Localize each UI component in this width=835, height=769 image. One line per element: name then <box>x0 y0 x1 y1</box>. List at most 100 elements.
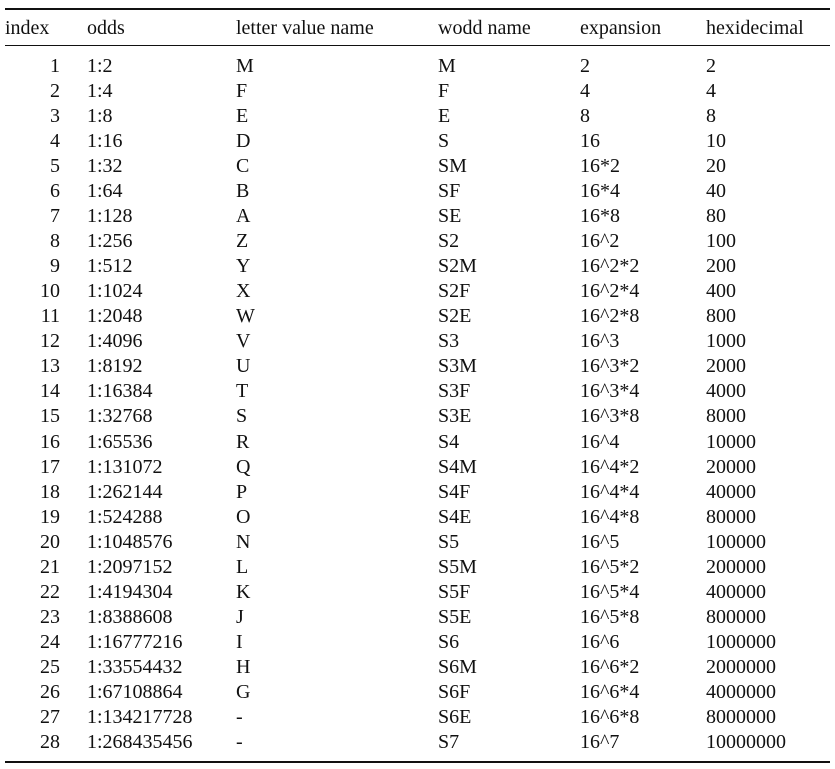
cell-odds: 1:67108864 <box>87 681 183 704</box>
table-row: 6 1:64 B SF 16*4 40 <box>0 179 835 204</box>
cell-letter-value-name: X <box>236 280 251 303</box>
cell-letter-value-name: H <box>236 656 251 679</box>
cell-hexidecimal: 20 <box>706 154 726 177</box>
cell-expansion: 8 <box>580 104 590 127</box>
cell-hexidecimal: 200 <box>706 255 736 278</box>
cell-odds: 1:134217728 <box>87 706 193 729</box>
cell-odds: 1:16384 <box>87 380 153 403</box>
cell-odds: 1:8192 <box>87 355 143 378</box>
cell-index: 3 <box>50 104 60 127</box>
header-expansion: expansion <box>580 17 662 39</box>
cell-wodd-name: S4M <box>438 455 477 478</box>
cell-letter-value-name: L <box>236 555 249 578</box>
cell-index: 8 <box>50 229 60 252</box>
cell-wodd-name: S <box>438 129 450 152</box>
cell-expansion: 16^2*2 <box>580 255 640 278</box>
cell-odds: 1:524288 <box>87 505 163 528</box>
cell-wodd-name: SM <box>438 154 467 177</box>
cell-wodd-name: S6F <box>438 681 471 704</box>
cell-letter-value-name: G <box>236 681 251 704</box>
cell-hexidecimal: 80000 <box>706 505 756 528</box>
cell-hexidecimal: 400 <box>706 280 736 303</box>
cell-wodd-name: S5 <box>438 530 460 553</box>
cell-odds: 1:268435456 <box>87 731 193 754</box>
cell-wodd-name: S5E <box>438 606 472 629</box>
table-row: 13 1:8192 U S3M 16^3*2 2000 <box>0 354 835 379</box>
table-row: 27 1:134217728 - S6E 16^6*8 8000000 <box>0 705 835 730</box>
cell-expansion: 16*8 <box>580 204 620 227</box>
table-row: 5 1:32 C SM 16*2 20 <box>0 154 835 179</box>
table-row: 21 1:2097152 L S5M 16^5*2 200000 <box>0 555 835 580</box>
cell-odds: 1:65536 <box>87 430 153 453</box>
header-index: index <box>5 17 50 39</box>
cell-odds: 1:2048 <box>87 305 143 328</box>
cell-index: 1 <box>50 54 60 77</box>
cell-letter-value-name: F <box>236 79 248 102</box>
cell-wodd-name: S2 <box>438 229 460 252</box>
cell-expansion: 16^6 <box>580 631 620 654</box>
cell-letter-value-name: P <box>236 480 248 503</box>
cell-wodd-name: S2M <box>438 255 477 278</box>
cell-hexidecimal: 2000000 <box>706 656 776 679</box>
table-row: 7 1:128 A SE 16*8 80 <box>0 204 835 229</box>
cell-letter-value-name: V <box>236 330 251 353</box>
cell-odds: 1:33554432 <box>87 656 183 679</box>
cell-index: 13 <box>40 355 60 378</box>
cell-wodd-name: S2F <box>438 280 471 303</box>
cell-expansion: 16^5*8 <box>580 606 640 629</box>
cell-odds: 1:16777216 <box>87 631 183 654</box>
cell-index: 22 <box>40 580 60 603</box>
header-odds: odds <box>87 17 125 39</box>
cell-index: 10 <box>40 280 60 303</box>
cell-expansion: 16^3 <box>580 330 620 353</box>
cell-odds: 1:512 <box>87 255 133 278</box>
cell-odds: 1:128 <box>87 204 133 227</box>
cell-index: 14 <box>40 380 60 403</box>
cell-wodd-name: S4E <box>438 505 472 528</box>
cell-expansion: 16^3*2 <box>580 355 640 378</box>
cell-expansion: 16^6*4 <box>580 681 640 704</box>
cell-odds: 1:2097152 <box>87 555 173 578</box>
cell-letter-value-name: T <box>236 380 249 403</box>
cell-index: 21 <box>40 555 60 578</box>
cell-wodd-name: S4 <box>438 430 460 453</box>
cell-index: 7 <box>50 204 60 227</box>
cell-letter-value-name: - <box>236 731 243 754</box>
cell-wodd-name: S4F <box>438 480 471 503</box>
cell-hexidecimal: 200000 <box>706 555 766 578</box>
cell-odds: 1:1024 <box>87 280 143 303</box>
cell-odds: 1:262144 <box>87 480 163 503</box>
cell-hexidecimal: 800 <box>706 305 736 328</box>
cell-index: 5 <box>50 154 60 177</box>
cell-letter-value-name: U <box>236 355 251 378</box>
cell-odds: 1:4096 <box>87 330 143 353</box>
table-row: 19 1:524288 O S4E 16^4*8 80000 <box>0 505 835 530</box>
cell-index: 26 <box>40 681 60 704</box>
cell-wodd-name: S2E <box>438 305 472 328</box>
cell-expansion: 16^4 <box>580 430 620 453</box>
cell-index: 23 <box>40 606 60 629</box>
cell-expansion: 16^2*4 <box>580 280 640 303</box>
cell-expansion: 16*2 <box>580 154 620 177</box>
cell-letter-value-name: E <box>236 104 249 127</box>
cell-letter-value-name: K <box>236 580 251 603</box>
table-row: 18 1:262144 P S4F 16^4*4 40000 <box>0 480 835 505</box>
cell-letter-value-name: W <box>236 305 255 328</box>
table-row: 26 1:67108864 G S6F 16^6*4 4000000 <box>0 680 835 705</box>
cell-expansion: 4 <box>580 79 590 102</box>
cell-expansion: 16^5 <box>580 530 620 553</box>
cell-letter-value-name: Q <box>236 455 251 478</box>
cell-hexidecimal: 8000 <box>706 405 746 428</box>
cell-wodd-name: S3E <box>438 405 472 428</box>
cell-odds: 1:16 <box>87 129 123 152</box>
cell-letter-value-name: B <box>236 179 250 202</box>
table-row: 3 1:8 E E 8 8 <box>0 104 835 129</box>
cell-wodd-name: S6E <box>438 706 472 729</box>
mid-rule <box>5 45 830 46</box>
table-row: 24 1:16777216 I S6 16^6 1000000 <box>0 630 835 655</box>
cell-expansion: 16^3*8 <box>580 405 640 428</box>
cell-hexidecimal: 10000000 <box>706 731 786 754</box>
cell-letter-value-name: C <box>236 154 250 177</box>
cell-expansion: 16^3*4 <box>580 380 640 403</box>
table-row: 25 1:33554432 H S6M 16^6*2 2000000 <box>0 655 835 680</box>
